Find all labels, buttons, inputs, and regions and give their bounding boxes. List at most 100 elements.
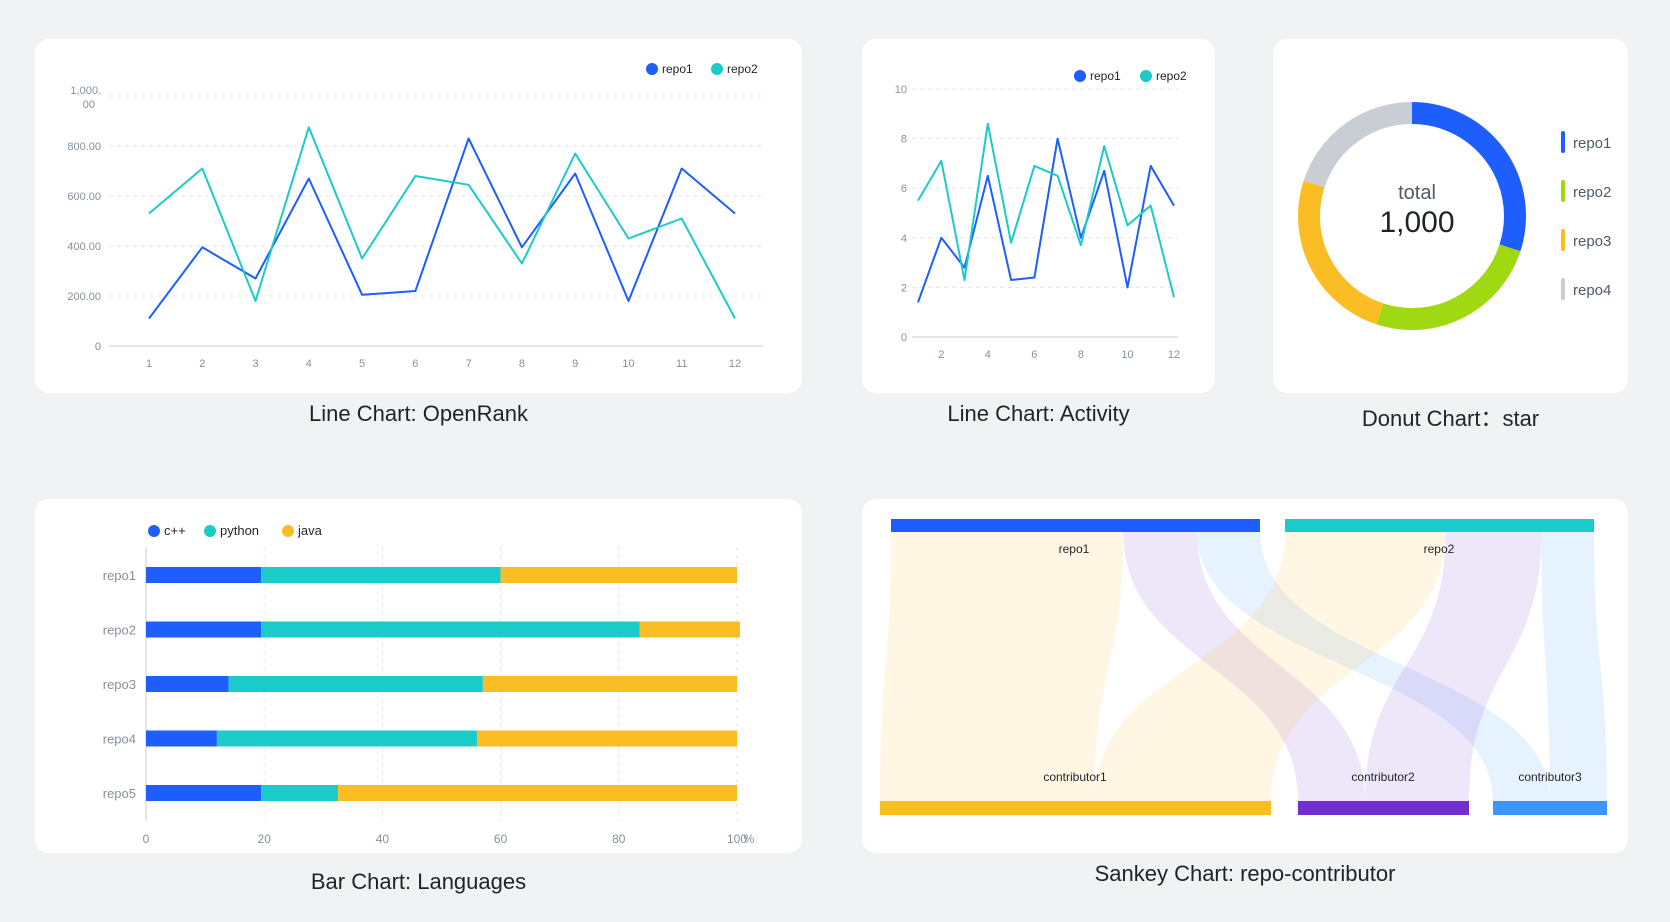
- legend-marker-repo1: [1561, 131, 1565, 153]
- legend-marker-repo2: [1140, 70, 1152, 82]
- y-tick-label: 600.00: [67, 191, 101, 203]
- node-contributor1: [880, 801, 1271, 815]
- activity-card: 0 2 4 6 8 10 2 4 6 8 10 12 repo1 repo2: [862, 39, 1215, 393]
- legend-label-repo2: repo2: [1573, 184, 1611, 201]
- node-label-repo1: repo1: [1059, 542, 1090, 556]
- legend-label-repo2: repo2: [727, 62, 758, 76]
- legend-marker-java: [282, 525, 294, 537]
- node-contributor3: [1493, 801, 1607, 815]
- link-repo1-contributor2: [1123, 532, 1366, 801]
- node-label-contributor2: contributor2: [1351, 770, 1415, 784]
- bar-repo2-python: [261, 621, 640, 638]
- x-tick-label: 5: [359, 358, 365, 370]
- legend-marker-repo1: [1074, 70, 1086, 82]
- y-tick-label: repo2: [103, 623, 136, 638]
- y-tick-label: 0: [901, 332, 907, 344]
- x-tick-label: 12: [1168, 349, 1180, 361]
- bar-repo1-java: [500, 567, 737, 583]
- node-contributor2: [1298, 801, 1469, 815]
- x-tick-label: 3: [252, 358, 258, 370]
- bar-repo5-java: [338, 785, 737, 801]
- bar-repo3-java: [482, 676, 737, 692]
- x-tick-label: 1: [146, 358, 152, 370]
- bar-repo3-python: [228, 676, 483, 692]
- link-repo2-contributor2: [1365, 532, 1542, 801]
- series-line-repo1: [148, 137, 736, 320]
- legend-marker-python: [204, 525, 216, 537]
- y-tick-label: repo4: [103, 732, 136, 747]
- donut-slice-repo3: [1298, 102, 1526, 330]
- legend-marker-repo4: [1561, 278, 1565, 300]
- x-tick-label: 9: [572, 358, 578, 370]
- bar-repo4-c++: [146, 730, 217, 747]
- bar-repo5-c++: [146, 785, 262, 801]
- y-tick-label: repo1: [103, 568, 136, 583]
- languages-caption: Bar Chart: Languages: [310, 869, 527, 894]
- x-tick-label: 60: [494, 832, 508, 846]
- legend-label-python: python: [220, 523, 259, 538]
- donut-slice-repo2: [1298, 102, 1526, 330]
- x-tick-label: 8: [1078, 349, 1084, 361]
- y-tick-label: 1,000. 00: [70, 85, 101, 111]
- x-tick-label: 4: [306, 358, 312, 370]
- bar-repo3-c++: [146, 676, 229, 692]
- x-tick-label: 40: [376, 832, 390, 846]
- legend-marker-repo2: [711, 63, 723, 75]
- y-tick-label: 200.00: [67, 291, 101, 303]
- x-tick-label: 11: [676, 358, 687, 370]
- x-tick-label: 6: [412, 358, 418, 370]
- y-tick-label: 10: [895, 84, 907, 96]
- bar-repo2-java: [639, 621, 740, 638]
- link-repo1-contributor1: [880, 532, 1124, 801]
- sankey-chart: repo1 repo2 contributor1 contributor2 contri…: [880, 519, 1607, 815]
- donut-center-label: total: [1398, 182, 1436, 204]
- y-tick-label: 400.00: [67, 241, 101, 253]
- activity-chart: 0 2 4 6 8 10 2 4 6 8 10 12 repo1 repo2: [895, 69, 1187, 361]
- y-tick-label: repo5: [103, 786, 136, 801]
- bar-repo1-c++: [146, 567, 262, 583]
- x-tick-label: 0: [143, 832, 150, 846]
- y-tick-label: repo3: [103, 677, 136, 692]
- x-tick-label: 12: [729, 358, 741, 370]
- legend-label-repo1: repo1: [662, 62, 693, 76]
- legend-label-repo1: repo1: [1090, 69, 1121, 83]
- donut-center-value: 1,000: [1379, 206, 1454, 239]
- y-tick-label-part: 00: [83, 99, 95, 111]
- node-label-contributor1: contributor1: [1043, 770, 1107, 784]
- legend-marker-repo1: [646, 63, 658, 75]
- x-tick-label: 4: [985, 349, 991, 361]
- sankey-card: repo1 repo2 contributor1 contributor2 contri…: [862, 499, 1628, 853]
- node-label-repo2: repo2: [1424, 542, 1455, 556]
- x-tick-label: 10: [1121, 349, 1133, 361]
- x-tick-label: 80: [612, 832, 626, 846]
- legend-label-repo4: repo4: [1573, 282, 1611, 299]
- languages-card: 0 20 40 60 80 100% repo1 repo2 repo3 repo4 repo5 c+…: [35, 499, 802, 853]
- legend-label-repo2: repo2: [1156, 69, 1187, 83]
- series-line-repo1: [917, 137, 1175, 303]
- node-repo1: [891, 519, 1260, 532]
- legend-marker-repo2: [1561, 180, 1565, 202]
- link-repo2-contributor3: [1541, 532, 1607, 801]
- x-tick-label: 6: [1031, 349, 1037, 361]
- x-tick-label: 100: [727, 832, 747, 846]
- node-label-contributor3: contributor3: [1518, 770, 1582, 784]
- series-line-repo2: [917, 122, 1175, 298]
- x-tick-label: 2: [938, 349, 944, 361]
- openrank-card: 0 200.00 400.00 600.00 800.00 1,000. 00 1 2 3 4 5 6 7…: [35, 39, 802, 393]
- legend-label-java: java: [297, 523, 323, 538]
- star-card: total 1,000 repo1 repo2 repo3 repo4: [1273, 39, 1628, 393]
- y-tick-label: 8: [901, 134, 907, 146]
- node-repo2: [1285, 519, 1594, 532]
- x-unit-label: %: [744, 832, 755, 846]
- bar-repo4-java: [476, 730, 737, 747]
- activity-caption: Line Chart: Activity: [947, 401, 1130, 426]
- series-line-repo2: [148, 126, 736, 319]
- link-repo1-contributor3: [1197, 532, 1550, 801]
- y-tick-label: 0: [95, 341, 101, 353]
- bar-repo2-c++: [146, 621, 262, 638]
- bar-repo1-python: [261, 567, 501, 583]
- legend-label-repo1: repo1: [1573, 135, 1611, 152]
- bar-repo5-python: [261, 785, 339, 801]
